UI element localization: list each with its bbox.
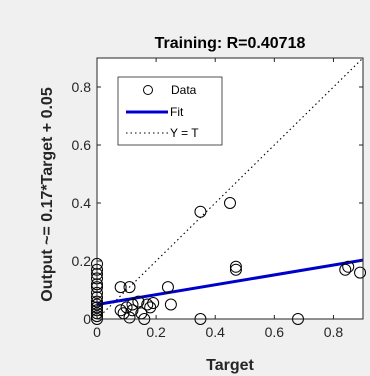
data-point [126,298,139,311]
x-tick-label: 0 [93,324,101,340]
data-point [164,298,177,311]
data-point [229,260,242,273]
data-point [123,311,136,324]
chart-title: Training: R=0.40718 [155,35,306,52]
data-point [342,260,355,273]
identity-line [97,58,363,319]
legend: Data Fit Y = T [117,76,223,146]
legend-label-fit: Fit [170,105,184,119]
data-point [132,295,145,308]
x-tick-label: 0.6 [265,324,285,340]
y-tick-label: 0.2 [72,253,92,269]
data-point [123,281,136,294]
axis-ticks: 0 0.2 0.4 0.6 0.8 0 0.2 0.4 0.6 0.8 [72,58,363,340]
data-point [339,263,352,276]
legend-label-data: Data [171,83,197,97]
data-point [224,197,236,209]
data-point [354,266,367,279]
x-tick-label: 0.4 [205,324,225,340]
data-point [147,297,160,310]
legend-label-identity: Y = T [170,126,199,140]
x-tick-label: 0.2 [146,324,166,340]
data-point [194,205,207,218]
y-tick-label: 0.6 [72,137,92,153]
data-point [126,304,139,317]
legend-marker-data [143,85,153,95]
y-axis-label: Output ~= 0.17*Target + 0.05 [39,87,56,302]
x-axis-label: Target [206,357,254,374]
data-point [161,281,174,294]
data-point [141,298,154,311]
data-point [229,263,242,276]
y-tick-label: 0 [83,311,91,327]
y-tick-label: 0.4 [72,195,92,211]
y-tick-label: 0.8 [72,79,92,95]
x-tick-label: 0.8 [324,324,344,340]
data-point [114,304,127,317]
data-point [114,281,127,294]
plot-border [96,57,364,320]
